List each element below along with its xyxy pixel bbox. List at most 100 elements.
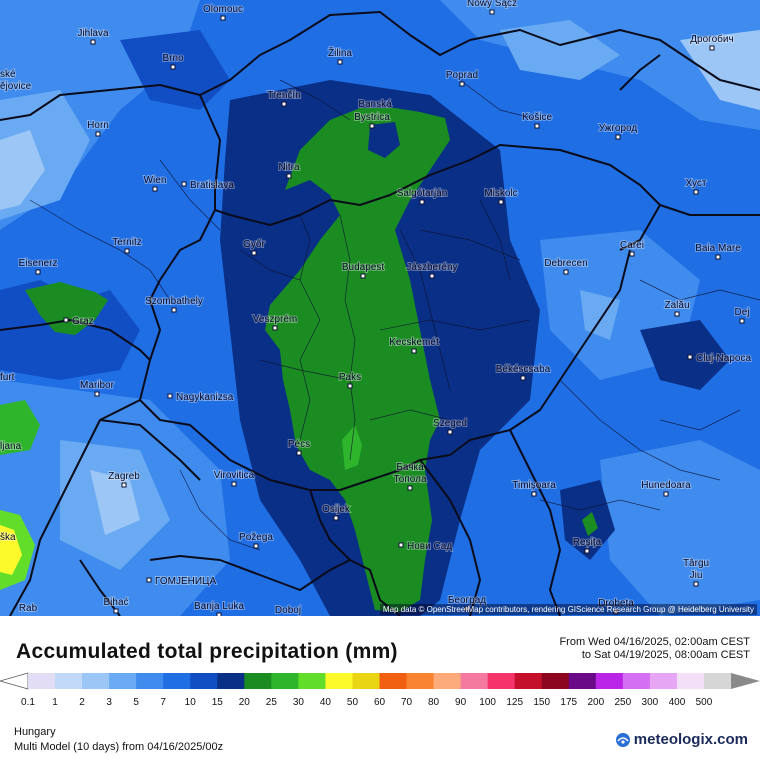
city-label: Jászberény	[406, 262, 457, 273]
city-label: Ternitz	[112, 237, 141, 248]
city-marker	[531, 491, 537, 497]
legend-tick-label: 100	[479, 697, 496, 708]
precip-field-lightest	[90, 470, 140, 535]
city-label: Győr	[243, 239, 265, 250]
period-to: to Sat 04/19/2025, 08:00am CEST	[581, 649, 750, 661]
city-label: Brno	[162, 53, 184, 64]
legend-tick-label: 50	[346, 697, 359, 708]
city-marker	[429, 273, 435, 279]
city-label: furt	[0, 372, 15, 383]
city-marker	[687, 354, 693, 360]
city-marker	[534, 123, 540, 129]
legend-swatch	[82, 673, 110, 689]
map-canvas: Olomouc Nowy Sącz Jihlava Brno Žilina Poprad Д…	[0, 0, 760, 616]
legend-swatch	[379, 673, 408, 689]
city-label: Jihlava	[77, 28, 109, 39]
city-marker	[171, 307, 177, 313]
city-marker	[347, 383, 353, 389]
city-marker	[94, 391, 100, 397]
country-borders	[0, 11, 760, 616]
precip-field-light	[600, 440, 760, 616]
city-marker	[584, 548, 590, 554]
legend-tick-label: 30	[292, 697, 304, 708]
precip-field-lightest	[0, 130, 45, 210]
city-label: Cluj-Napoca	[696, 353, 751, 364]
brand-logo[interactable]: meteologix.com	[615, 731, 748, 748]
legend-swatch	[325, 673, 353, 689]
city-label: Osijek	[322, 504, 351, 515]
city-marker	[231, 481, 237, 487]
legend-tick-label: 20	[238, 697, 250, 708]
legend-swatch	[28, 673, 56, 689]
city-marker	[459, 81, 465, 87]
legend-swatch	[271, 673, 299, 689]
legend-tick-label: 250	[614, 697, 632, 708]
city-label: Szombathely	[145, 296, 203, 307]
city-label: Zagreb	[108, 471, 140, 482]
city-label: Banská	[358, 99, 392, 110]
city-label: Dej	[734, 307, 749, 318]
legend-tick-label: 1	[52, 697, 58, 708]
city-marker	[90, 39, 96, 45]
city-marker	[281, 101, 287, 107]
legend-swatch	[298, 673, 326, 689]
city-marker	[63, 317, 69, 323]
city-label: Timișoara	[512, 480, 556, 491]
city-label: Szeged	[433, 418, 467, 429]
legend-tick-label: 2	[79, 697, 85, 708]
city-marker	[739, 318, 745, 324]
city-marker	[121, 482, 127, 488]
city-label: Žilina	[328, 46, 352, 59]
city-label: Olomouc	[203, 4, 243, 15]
legend-tick-label: 3	[106, 697, 112, 708]
precip-field-lighter	[680, 30, 760, 110]
legend-swatch	[487, 673, 516, 689]
city-label: Rab	[19, 603, 38, 614]
legend-tick-label: 500	[695, 697, 713, 708]
city-label: ГОМЈЕНИЦА	[155, 576, 216, 587]
city-marker	[489, 9, 495, 15]
legend-tick-label: 5	[133, 697, 139, 708]
legend-swatch	[352, 673, 380, 689]
city-marker	[411, 348, 417, 354]
legend-swatch	[568, 673, 597, 689]
city-label: Virovitica	[214, 470, 255, 481]
city-label: Bihać	[103, 597, 128, 608]
city-label: Нови Сад	[407, 541, 452, 552]
city-label: Pécs	[288, 439, 310, 450]
legend-swatch	[703, 673, 732, 689]
city-marker	[220, 15, 226, 21]
legend-swatch	[460, 673, 489, 689]
city-label: Nowy Sącz	[467, 0, 517, 9]
city-marker	[170, 64, 176, 70]
city-label: Wien	[144, 175, 167, 186]
legend-tick-label: 25	[265, 697, 277, 708]
precip-field-green-bright	[342, 425, 362, 470]
city-label: Bystrica	[354, 112, 390, 123]
precip-field-green	[265, 108, 450, 612]
precipitation-map[interactable]: Olomouc Nowy Sącz Jihlava Brno Žilina Poprad Д…	[0, 0, 760, 616]
legend-tick-labels: 0.1 1 2 3 5 7 10 15 20 25 30 40 50 60 70 80 90 100 125 150 1…	[0, 697, 760, 711]
legend-swatch	[595, 673, 624, 689]
city-marker	[167, 393, 173, 399]
city-label: Paks	[339, 372, 361, 383]
city-marker	[296, 450, 302, 456]
city-marker	[693, 581, 699, 587]
legend-swatch	[109, 673, 137, 689]
legend-tick-label: 80	[428, 697, 440, 708]
legend-tick-label: 90	[455, 697, 467, 708]
legend-tick-label: 125	[506, 697, 524, 708]
legend-swatch	[136, 673, 164, 689]
precip-field-green-resita	[582, 512, 598, 536]
map-attribution[interactable]: Map data © OpenStreetMap contributors, r…	[379, 604, 757, 615]
city-label: Budapest	[342, 262, 384, 273]
city-label: Trenčín	[267, 90, 301, 101]
precip-field-dark	[120, 30, 230, 110]
city-marker	[398, 542, 404, 548]
city-label: Graz	[72, 316, 94, 327]
city-label: Târgu	[683, 558, 709, 569]
city-label: ljana	[0, 441, 22, 452]
brand-name: meteologix.com	[633, 731, 748, 748]
city-marker	[613, 609, 619, 615]
city-label: Drobeta	[598, 598, 634, 609]
